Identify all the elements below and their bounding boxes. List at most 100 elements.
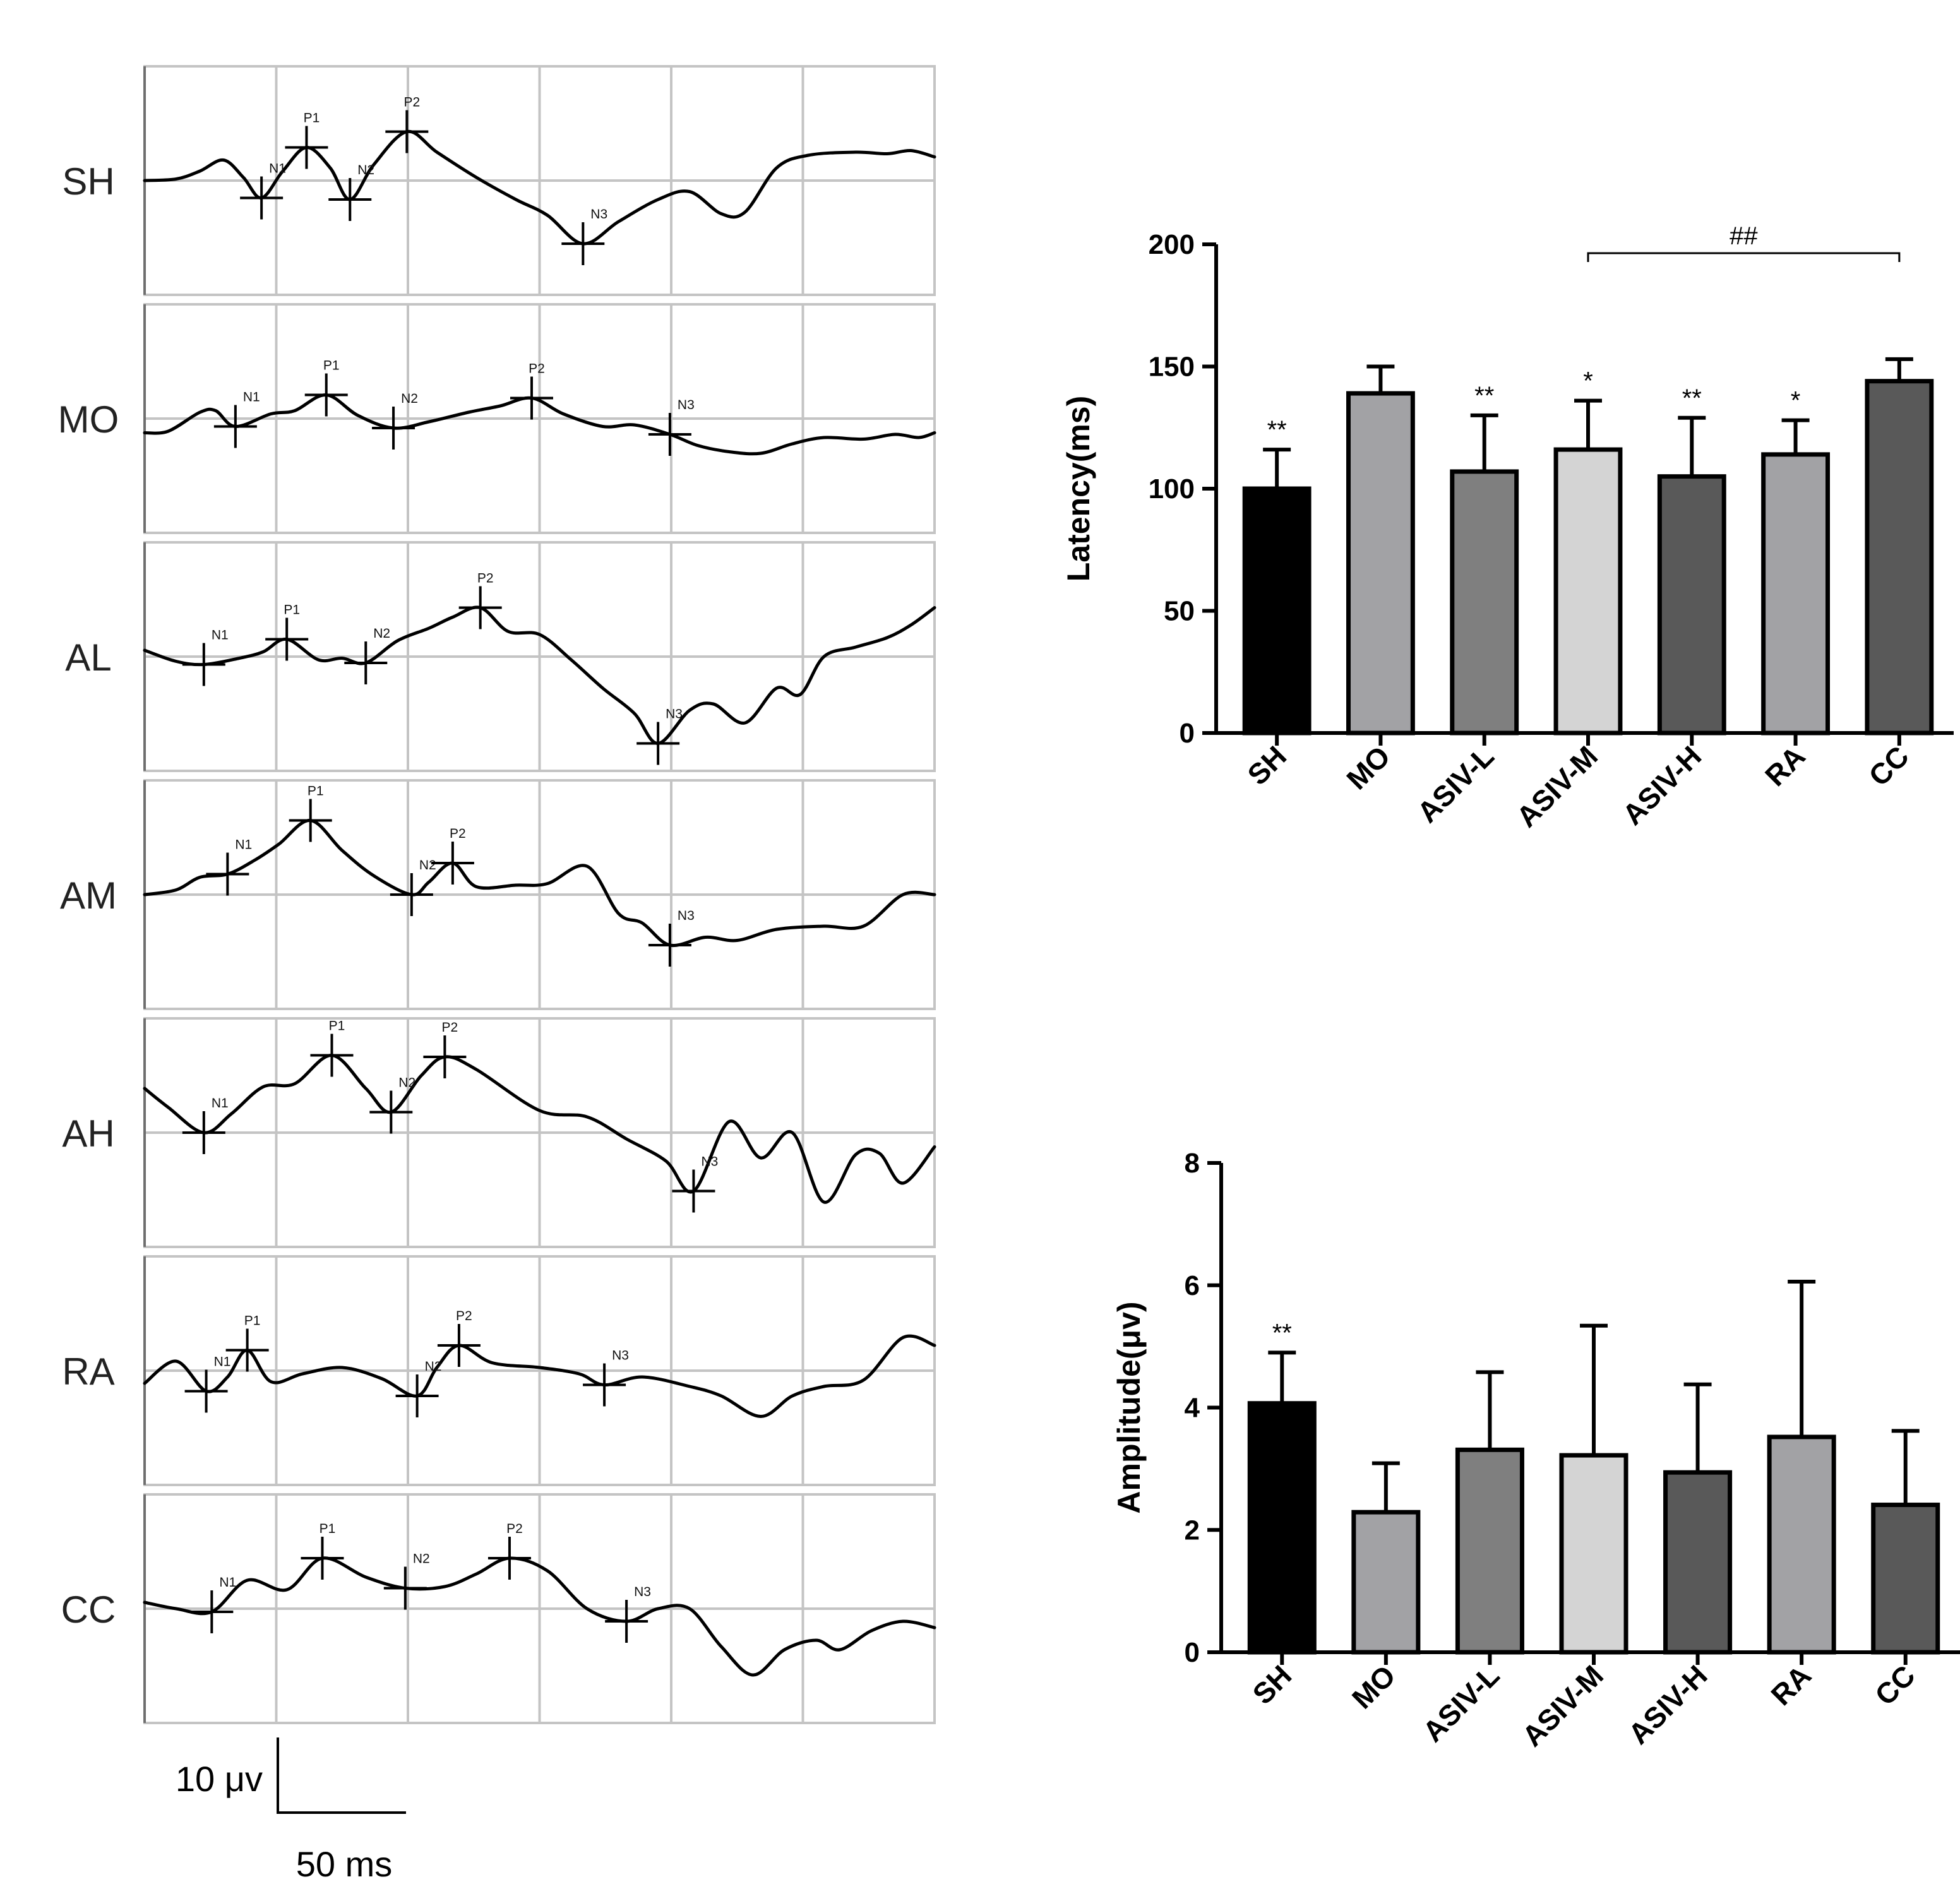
peak-marker-p1: P1 <box>265 603 309 661</box>
bar <box>1450 469 1519 736</box>
y-tick-label: 6 <box>1185 1270 1200 1301</box>
scale-bar-time-label: 50 ms <box>296 1844 393 1884</box>
peak-label: N1 <box>212 628 229 643</box>
trace-panel-al: AL N1 P1 N2 P2 N3 <box>65 541 936 772</box>
peak-marker-n2: N2 <box>369 1076 415 1134</box>
bar <box>1657 474 1726 736</box>
peak-label: P2 <box>450 826 466 841</box>
peak-marker-n2: N2 <box>372 391 418 450</box>
category-label: CC <box>1862 739 1915 792</box>
peak-label: N3 <box>634 1585 651 1599</box>
category-label: SH <box>1241 739 1293 791</box>
peak-label: N1 <box>212 1096 229 1111</box>
peak-label: N3 <box>678 909 695 923</box>
peak-marker-n3: N3 <box>648 909 695 967</box>
peak-marker-n2: N2 <box>395 1359 441 1417</box>
peak-marker-p1: P1 <box>310 1019 354 1077</box>
peak-marker-p1: P1 <box>301 1522 344 1580</box>
category-label: ASIV-L <box>1416 1659 1506 1748</box>
trace-group-label: AL <box>65 636 111 679</box>
scale-bar: 10 μv 50 ms <box>176 1737 406 1884</box>
significance-marker: ** <box>1474 382 1494 410</box>
peak-marker-p2: P2 <box>423 1020 467 1078</box>
trace-group-label: AH <box>62 1112 114 1155</box>
y-tick-label: 150 <box>1149 352 1195 383</box>
bar-group-sh: ** SH <box>1241 416 1312 791</box>
y-tick-label: 0 <box>1180 718 1195 749</box>
y-tick-label: 2 <box>1185 1515 1200 1546</box>
bar <box>1559 1453 1628 1655</box>
peak-label: P2 <box>442 1020 458 1035</box>
category-label: ASIV-M <box>1515 1659 1610 1753</box>
bar-group-mo: MO <box>1340 364 1415 796</box>
trace-panel-mo: MO N1 P1 N2 P2 N3 <box>58 303 936 534</box>
trace-group-label: SH <box>62 160 114 203</box>
category-label: ASIV-H <box>1622 1659 1713 1750</box>
peak-label: N3 <box>701 1155 718 1169</box>
category-label: ASIV-M <box>1510 739 1604 833</box>
peak-marker-p1: P1 <box>225 1314 269 1372</box>
trace-panel-sh: SH N1 P1 N2 P2 N3 <box>62 65 936 296</box>
peak-label: N1 <box>235 838 252 852</box>
bar <box>1871 1503 1940 1655</box>
peak-marker-n1: N1 <box>182 1096 229 1154</box>
peak-marker-n2: N2 <box>383 1552 430 1610</box>
scale-bar-amplitude-label: 10 μv <box>176 1759 263 1799</box>
peak-label: N3 <box>666 707 683 722</box>
bar <box>1553 447 1623 736</box>
y-tick-label: 50 <box>1164 596 1195 627</box>
bar <box>1455 1447 1524 1655</box>
y-tick-label: 200 <box>1149 229 1195 260</box>
peak-label: N1 <box>243 390 260 405</box>
bracket-line <box>1587 252 1901 262</box>
bar <box>1663 1470 1733 1655</box>
category-label: ASIV-H <box>1616 739 1707 831</box>
peak-label: P2 <box>529 362 545 376</box>
y-tick-label: 100 <box>1149 474 1195 504</box>
significance-bracket: ## <box>1587 222 1901 262</box>
peak-marker-n2: N2 <box>328 163 374 221</box>
peak-marker-n1: N1 <box>206 838 252 896</box>
peak-label: P1 <box>329 1019 345 1034</box>
bracket-label: ## <box>1730 222 1758 250</box>
y-axis-title: Amplitude(μv) <box>1111 1301 1147 1513</box>
peak-marker-p1: P1 <box>285 111 328 169</box>
peak-marker-p2: P2 <box>431 826 474 885</box>
peak-marker-n3: N3 <box>636 707 683 765</box>
peak-marker-n3: N3 <box>605 1585 651 1643</box>
significance-marker: ** <box>1682 384 1702 412</box>
bar-group-asiv-h: ** ASIV-H <box>1616 384 1726 831</box>
trace-group-label: AM <box>60 874 117 917</box>
peak-marker-n1: N1 <box>213 390 260 448</box>
bar-group-asiv-l: ASIV-L <box>1416 1370 1524 1748</box>
latency-chart: ** SH MO ** ASIV-L * ASIV-M ** ASIV-H * RA CC 0 50 100… <box>1061 222 1954 833</box>
category-label: MO <box>1346 1659 1402 1715</box>
bar-group-cc: CC <box>1862 357 1934 792</box>
bar <box>1351 1510 1421 1655</box>
category-label: SH <box>1246 1659 1298 1710</box>
peak-marker-p2: P2 <box>385 95 429 153</box>
peak-label: N2 <box>419 858 436 873</box>
peak-label: P2 <box>403 95 420 110</box>
bar-group-asiv-m: * ASIV-M <box>1510 367 1623 833</box>
bar <box>1761 452 1830 736</box>
peak-label: N1 <box>214 1355 231 1369</box>
peak-marker-n3: N3 <box>561 207 607 265</box>
trace-waveform <box>143 1054 936 1204</box>
peak-label: N2 <box>357 163 374 177</box>
trace-panel-cc: CC N1 P1 N2 P2 N3 <box>61 1493 936 1724</box>
y-axis-title: Latency(ms) <box>1061 396 1096 582</box>
peak-label: N2 <box>413 1552 430 1566</box>
peak-marker-p2: P2 <box>487 1522 531 1580</box>
bar-group-ra: RA <box>1764 1279 1836 1712</box>
trace-waveform <box>143 1556 936 1677</box>
peak-label: N2 <box>398 1076 415 1090</box>
bar-group-asiv-l: ** ASIV-L <box>1411 382 1519 829</box>
y-tick-label: 8 <box>1185 1148 1200 1179</box>
peak-label: N3 <box>590 207 607 222</box>
peak-label: P1 <box>244 1314 261 1328</box>
peak-marker-p2: P2 <box>437 1309 481 1367</box>
peak-label: N2 <box>401 391 418 406</box>
peak-label: P2 <box>477 571 494 586</box>
